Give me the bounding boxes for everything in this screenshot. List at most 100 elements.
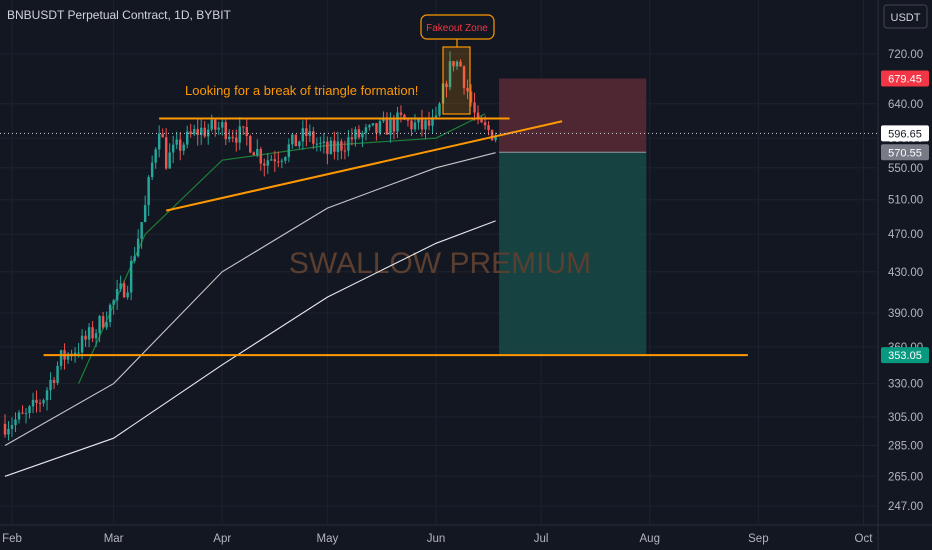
- candle: [347, 129, 350, 157]
- candle: [171, 135, 175, 164]
- candle: [490, 129, 494, 142]
- x-tick-label: Jun: [427, 533, 446, 545]
- y-tick-label: 390.00: [888, 308, 923, 320]
- candles-layer: [3, 51, 497, 441]
- candle-body: [94, 333, 98, 339]
- candle: [469, 84, 473, 107]
- currency-button[interactable]: [883, 4, 928, 29]
- candle-body: [315, 143, 319, 145]
- candle-body: [154, 149, 157, 163]
- candle-body: [469, 91, 473, 103]
- candle-body: [217, 127, 220, 130]
- candle: [494, 132, 497, 143]
- candle-body: [80, 335, 84, 353]
- candle: [336, 131, 340, 161]
- candle: [129, 255, 133, 301]
- candle: [133, 246, 136, 264]
- candle: [378, 119, 382, 136]
- x-tick-label: Jul: [534, 533, 549, 545]
- candle-body: [385, 118, 389, 135]
- candle-body: [259, 149, 263, 164]
- candle: [228, 129, 231, 143]
- candle: [291, 133, 294, 149]
- candle: [333, 131, 336, 160]
- x-tick-label: Sep: [748, 533, 768, 545]
- candle-body: [329, 140, 333, 155]
- take-profit-zone: [499, 152, 647, 356]
- candle-body: [445, 83, 448, 88]
- candle: [445, 80, 448, 98]
- price-tag-last: [881, 125, 929, 142]
- candle-body: [21, 412, 24, 414]
- candle-body: [424, 120, 427, 130]
- candle: [301, 120, 305, 150]
- candle-body: [326, 141, 329, 155]
- candle-body: [105, 322, 108, 328]
- candle: [196, 118, 199, 146]
- grid-layer: [0, 0, 878, 525]
- candle: [21, 405, 24, 415]
- candle-body: [133, 256, 136, 261]
- candle-body: [252, 152, 256, 156]
- candle-body: [459, 61, 462, 67]
- candle-body: [448, 61, 452, 88]
- candle-body: [305, 128, 308, 136]
- candle: [108, 303, 112, 328]
- candle-body: [371, 123, 375, 126]
- candle: [385, 112, 389, 135]
- candle: [249, 134, 252, 154]
- candle: [252, 151, 256, 156]
- candle: [434, 106, 438, 120]
- candle: [189, 123, 192, 138]
- candle-body: [214, 119, 217, 130]
- candle: [476, 105, 480, 125]
- candle-body: [10, 425, 14, 429]
- candle-body: [52, 379, 56, 383]
- candle: [161, 128, 164, 138]
- candle-body: [333, 140, 336, 152]
- candle: [45, 387, 49, 411]
- candle: [305, 119, 308, 147]
- candle: [136, 229, 140, 258]
- candle-body: [273, 159, 277, 162]
- candle: [49, 372, 52, 400]
- price-tag-target: [881, 347, 929, 364]
- candle: [24, 408, 28, 424]
- candle: [462, 65, 466, 95]
- candle-body: [490, 130, 494, 141]
- candle-body: [294, 134, 298, 147]
- watermark: SWALLOW PREMIUM: [289, 247, 591, 280]
- candle-body: [115, 289, 119, 301]
- y-tick-label: 550.00: [888, 163, 923, 175]
- candle-body: [7, 428, 10, 435]
- candle-body: [17, 412, 21, 420]
- candle-body: [476, 112, 480, 118]
- chart-title: BNBUSDT Perpetual Contract, 1D, BYBIT: [7, 8, 232, 22]
- ma-line-sma-200: [4, 220, 496, 477]
- candle-body: [487, 125, 490, 131]
- candle: [101, 311, 105, 330]
- y-tick-label: 470.00: [888, 229, 923, 241]
- candle-body: [228, 136, 231, 140]
- candle-body: [87, 327, 91, 340]
- candle-body: [340, 141, 343, 151]
- candle: [98, 314, 101, 343]
- candle: [312, 127, 315, 150]
- candle-body: [399, 112, 403, 115]
- candle-body: [157, 133, 161, 150]
- candle: [357, 125, 361, 140]
- candle-body: [319, 143, 322, 145]
- candle: [427, 111, 431, 131]
- candle-body: [245, 127, 249, 136]
- candle-body: [129, 260, 133, 293]
- candle-body: [231, 136, 234, 138]
- candle-body: [354, 129, 357, 140]
- x-tick-label: Feb: [2, 533, 22, 545]
- candle-body: [59, 350, 63, 366]
- candle: [277, 151, 280, 168]
- candle: [175, 131, 178, 150]
- candle-body: [291, 134, 294, 145]
- candle-body: [31, 399, 35, 407]
- candle: [182, 142, 185, 156]
